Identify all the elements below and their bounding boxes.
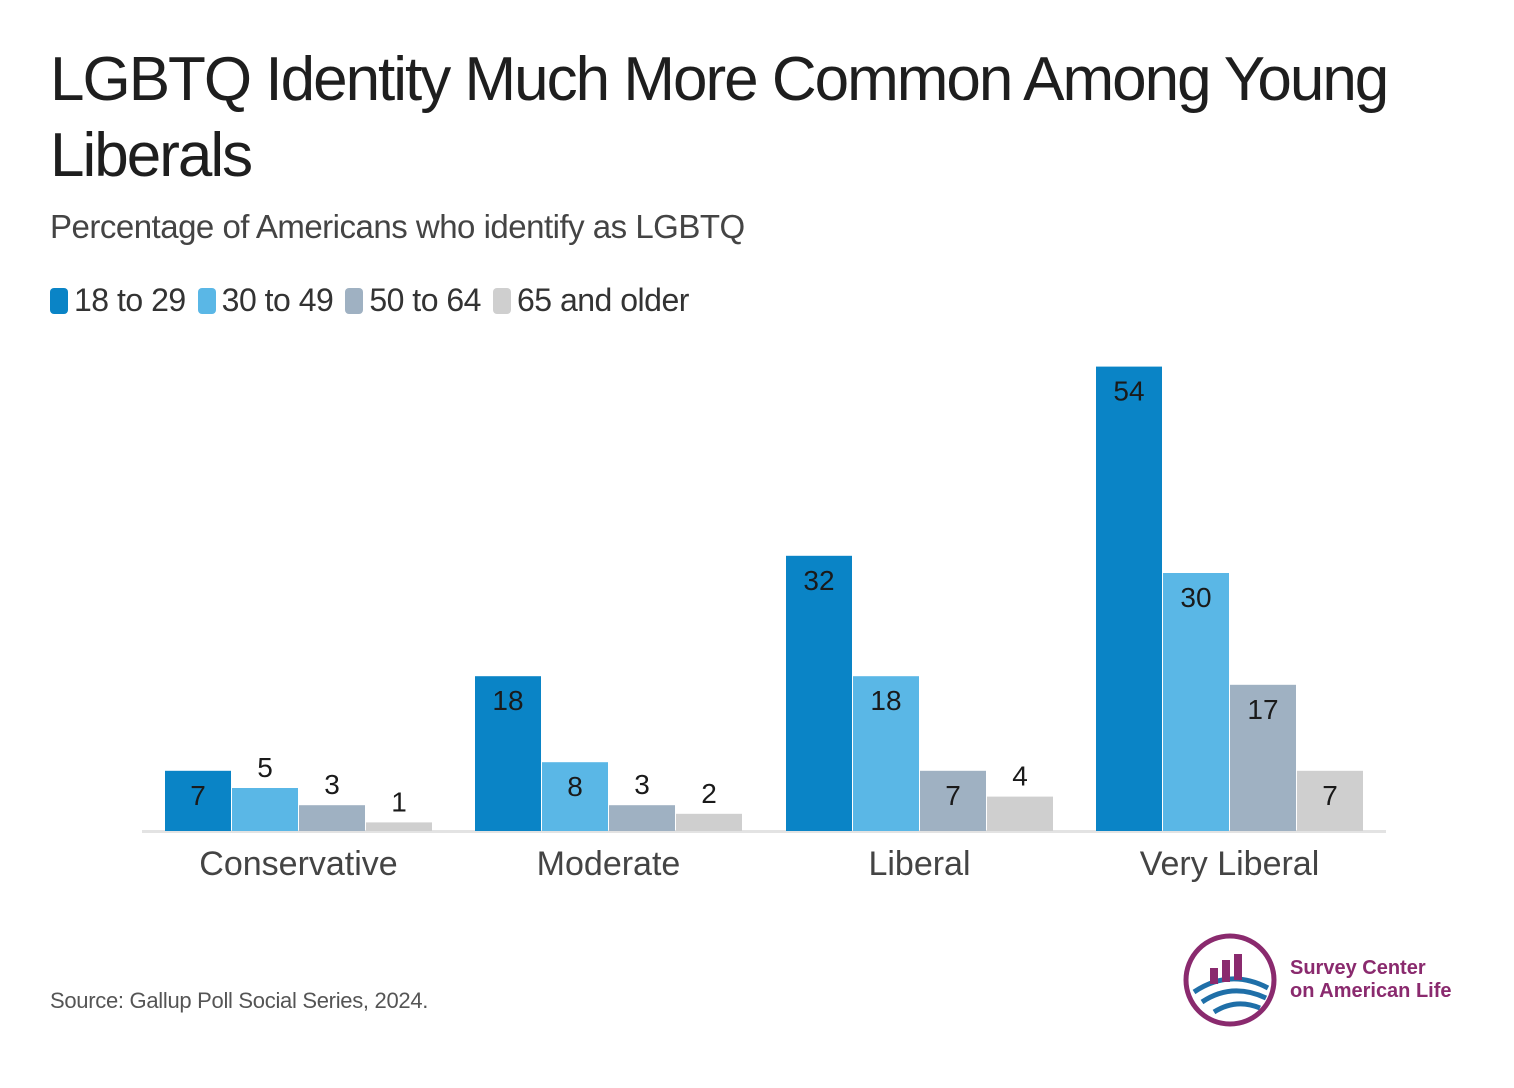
chart-title: LGBTQ Identity Much More Common Among Yo…	[50, 45, 1389, 190]
bar-very-liberal-30-to-49	[1163, 573, 1229, 831]
source-note: Source: Gallup Poll Social Series, 2024.	[50, 988, 429, 1013]
logo-line-2: on American Life	[1290, 980, 1452, 1002]
chart-subtitle: Percentage of Americans who identify as …	[50, 208, 745, 245]
bar-liberal-18-to-29	[786, 555, 852, 831]
logo-line-1: Survey Center	[1290, 957, 1426, 979]
data-label-moderate-50-to-64: 3	[634, 769, 650, 800]
data-label-very-liberal-65-and-older: 7	[1322, 780, 1338, 811]
bar-very-liberal-65-and-older	[1297, 770, 1363, 831]
data-label-liberal-30-to-49: 18	[870, 685, 901, 716]
legend: 18 to 29 30 to 49 50 to 64 65 and older	[50, 282, 701, 319]
legend-swatch-30-49	[197, 287, 216, 314]
bar-liberal-30-to-49	[853, 676, 919, 831]
legend-item-50-64: 50 to 64	[345, 282, 481, 319]
survey-center-logo: Survey Center on American Life	[1180, 930, 1452, 1030]
bar-very-liberal-18-to-29	[1096, 366, 1162, 831]
bar-conservative-18-to-29	[165, 770, 231, 831]
data-label-very-liberal-50-to-64: 17	[1247, 694, 1278, 725]
legend-swatch-50-64	[345, 287, 364, 314]
data-label-moderate-18-to-29: 18	[492, 685, 523, 716]
data-label-moderate-30-to-49: 8	[567, 771, 583, 802]
data-label-conservative-50-to-64: 3	[324, 769, 340, 800]
data-label-conservative-30-to-49: 5	[257, 752, 273, 783]
bar-moderate-30-to-49	[542, 762, 608, 831]
legend-label-50-64: 50 to 64	[369, 282, 481, 318]
bar-very-liberal-50-to-64	[1230, 684, 1296, 831]
legend-item-30-49: 30 to 49	[197, 282, 334, 319]
data-label-very-liberal-30-to-49: 30	[1180, 582, 1211, 613]
survey-center-logo-text: Survey Center on American Life	[1290, 957, 1452, 1003]
survey-center-logo-icon	[1183, 933, 1277, 1027]
bar-moderate-65-and-older	[676, 813, 742, 831]
legend-item-18-29: 18 to 29	[50, 282, 186, 319]
legend-swatch-65-older	[492, 287, 511, 314]
legend-label-65-older: 65 and older	[516, 282, 689, 318]
bar-conservative-30-to-49	[232, 788, 298, 831]
data-label-liberal-65-and-older: 4	[1012, 761, 1028, 792]
data-label-very-liberal-18-to-29: 54	[1113, 376, 1144, 407]
bar-conservative-65-and-older	[366, 822, 432, 831]
bar-liberal-65-and-older	[987, 796, 1053, 831]
data-label-conservative-65-and-older: 1	[391, 786, 407, 817]
legend-label-18-29: 18 to 29	[74, 282, 186, 318]
x-tick-label-moderate: Moderate	[537, 845, 681, 883]
legend-item-65-older: 65 and older	[492, 282, 689, 319]
x-tick-label-liberal: Liberal	[868, 845, 970, 883]
data-label-liberal-50-to-64: 7	[945, 780, 961, 811]
data-label-liberal-18-to-29: 32	[803, 565, 834, 596]
x-tick-label-very-liberal: Very Liberal	[1140, 845, 1320, 883]
bar-moderate-18-to-29	[475, 676, 541, 831]
bar-liberal-50-to-64	[920, 770, 986, 831]
legend-label-30-49: 30 to 49	[221, 282, 334, 318]
x-tick-label-conservative: Conservative	[199, 845, 397, 883]
legend-swatch-18-29	[50, 287, 68, 314]
data-label-conservative-18-to-29: 7	[190, 780, 206, 811]
data-label-moderate-65-and-older: 2	[701, 778, 717, 809]
bar-moderate-50-to-64	[609, 805, 675, 831]
bar-conservative-50-to-64	[299, 805, 365, 831]
